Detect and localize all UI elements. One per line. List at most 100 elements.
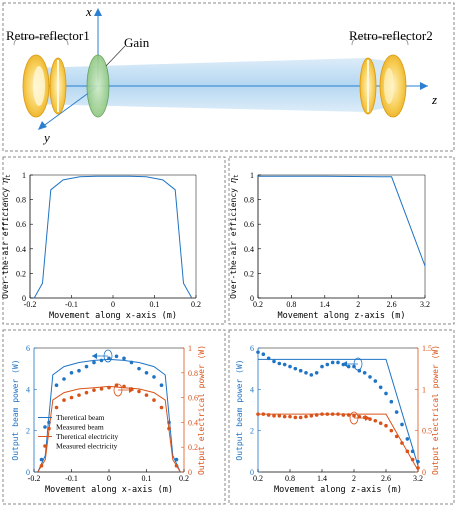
data-point bbox=[54, 383, 59, 388]
y-axis-label-right: Output electrical power (W) bbox=[431, 345, 440, 475]
legend-marker bbox=[43, 425, 47, 429]
data-point bbox=[174, 464, 179, 468]
data-point bbox=[266, 356, 271, 361]
y-tick-label-right: 0.2 bbox=[188, 443, 198, 452]
data-point bbox=[256, 350, 260, 354]
data-point bbox=[384, 423, 388, 428]
power-x-chart: -0.2 -0.1 0 0.1 0.2024600.20.40.60.81Movemen… bbox=[11, 344, 206, 495]
data-point bbox=[107, 356, 111, 361]
data-point bbox=[129, 360, 134, 365]
x-tick-label: 0.2 bbox=[191, 300, 201, 309]
data-point bbox=[394, 410, 399, 414]
x-tick-label: 0.1 bbox=[142, 474, 152, 483]
gain-medium bbox=[86, 54, 110, 118]
data-point bbox=[410, 449, 415, 454]
x-tick-label: 0.2 bbox=[253, 474, 263, 483]
y-axis-label-symbol: η bbox=[229, 177, 239, 183]
x-tick-label: 2.6 bbox=[381, 474, 391, 483]
data-point bbox=[325, 412, 330, 416]
y-tick-label-right: 0.6 bbox=[188, 394, 198, 403]
data-point bbox=[122, 356, 126, 361]
data-point bbox=[122, 384, 126, 389]
data-point bbox=[266, 413, 271, 417]
x-tick-label: 0.1 bbox=[150, 300, 160, 309]
data-point bbox=[309, 373, 314, 377]
optical-setup-diagram: Retro-reflector1 Retro-reflector2 Gain x y z bbox=[6, 4, 437, 145]
data-point bbox=[144, 393, 149, 397]
y-tick-label-left: 4 bbox=[250, 385, 254, 394]
y-tick-label-right: 0 bbox=[188, 468, 192, 477]
series-indicator-arrowhead bbox=[129, 387, 134, 393]
y-tick-label-left: 2 bbox=[26, 427, 30, 436]
data-point bbox=[282, 414, 287, 419]
data-point bbox=[277, 413, 282, 418]
legend-label: Measured electricity bbox=[56, 442, 118, 451]
data-point bbox=[99, 387, 104, 391]
x-tick-label: -0.1 bbox=[65, 300, 78, 309]
data-point bbox=[174, 457, 179, 462]
x-tick-label: 0.2 bbox=[179, 474, 189, 483]
data-point bbox=[304, 371, 308, 375]
data-point bbox=[378, 385, 383, 390]
x-tick-label: 0.8 bbox=[285, 474, 295, 483]
data-point bbox=[389, 399, 394, 404]
data-point bbox=[400, 422, 404, 427]
x-tick-label: 0.8 bbox=[286, 300, 296, 309]
data-point bbox=[320, 412, 324, 416]
label-reflector1: Retro-reflector1 bbox=[6, 28, 90, 43]
data-point bbox=[99, 358, 104, 363]
data-point bbox=[293, 366, 298, 371]
data-point bbox=[405, 437, 410, 441]
data-point bbox=[152, 398, 156, 402]
x-axis-label: Movement along x-axis (m) bbox=[45, 485, 173, 495]
data-point bbox=[336, 412, 340, 416]
data-point bbox=[69, 371, 74, 375]
y-axis-label-text: Over-the-air efficiency bbox=[1, 183, 10, 299]
x-tick-label: 3.2 bbox=[413, 474, 423, 483]
y-tick-label-left: 1 bbox=[22, 171, 26, 180]
y-axis-label-subscript: t bbox=[5, 174, 12, 178]
x-axis-arrow bbox=[94, 8, 102, 16]
data-point bbox=[357, 414, 362, 419]
x-tick-label: 1.4 bbox=[317, 474, 327, 483]
data-point bbox=[167, 426, 171, 431]
data-point bbox=[368, 375, 372, 379]
label-gain: Gain bbox=[124, 35, 150, 50]
series-line bbox=[258, 413, 419, 471]
y-tick-label-right: 0.8 bbox=[188, 369, 198, 378]
panel-bottom-left bbox=[2, 329, 226, 505]
y-tick-label-right: 1 bbox=[188, 344, 192, 353]
label-axis-x: x bbox=[85, 4, 92, 19]
data-point bbox=[77, 368, 81, 373]
series-line bbox=[258, 358, 419, 466]
y-tick-label-left: 0.8 bbox=[16, 196, 26, 205]
gain-leader-line bbox=[105, 45, 126, 67]
y-tick-label-left: 0 bbox=[250, 294, 254, 303]
x-tick-label: 3.2 bbox=[420, 300, 430, 309]
y-tick-label-left: 0.2 bbox=[244, 269, 254, 278]
data-point bbox=[320, 364, 324, 369]
series-indicator-arrowhead bbox=[92, 353, 97, 359]
y-tick-label-left: 0.6 bbox=[244, 220, 254, 229]
y-tick-label-left: 6 bbox=[26, 344, 30, 353]
y-tick-label-right: 1.5 bbox=[422, 344, 432, 353]
data-point bbox=[261, 352, 266, 357]
laser-beam bbox=[30, 58, 365, 112]
legend-label: Theretical beam bbox=[56, 413, 105, 422]
x-tick-label: 2.6 bbox=[387, 300, 397, 309]
y-axis-label: Over-the-air efficiency ηt bbox=[229, 174, 240, 299]
data-point bbox=[384, 391, 388, 396]
data-point bbox=[314, 413, 319, 417]
data-point bbox=[69, 395, 74, 400]
panel-middle-right bbox=[228, 156, 455, 325]
data-point bbox=[84, 364, 89, 369]
data-point bbox=[309, 413, 314, 418]
data-point bbox=[346, 364, 351, 369]
y-axis-label-left: Output beam power (W) bbox=[11, 359, 20, 460]
retro-reflector1-bracket bbox=[13, 37, 69, 46]
y-tick-label-right: 0.4 bbox=[188, 418, 198, 427]
y-tick-label-right: 0.5 bbox=[422, 427, 432, 436]
data-point bbox=[107, 385, 111, 390]
data-point bbox=[293, 415, 298, 420]
